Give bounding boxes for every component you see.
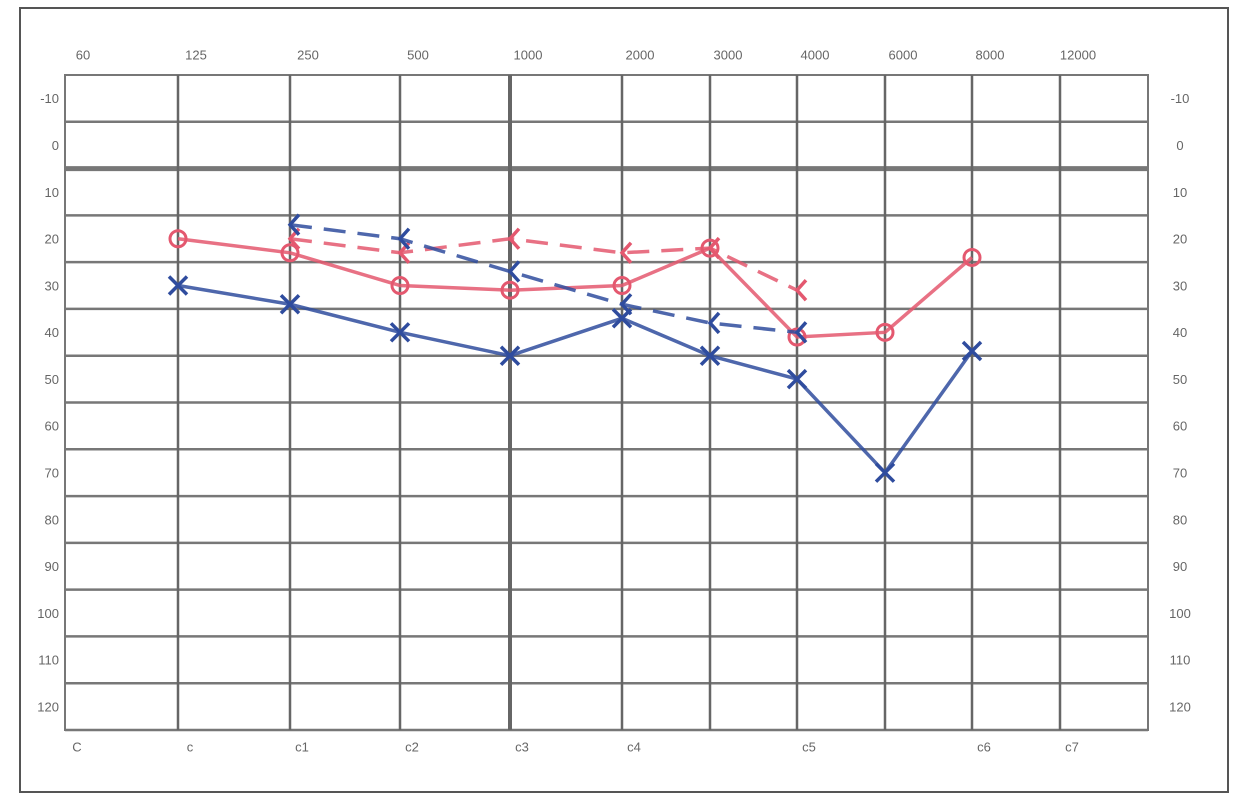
marker (500, 280, 520, 300)
y-tick-label: 50 (45, 372, 59, 387)
x-bottom-label: c4 (627, 739, 641, 754)
series-line (289, 222, 798, 335)
y2-tick-label: 70 (1173, 466, 1187, 481)
y2-tick-label: 120 (1169, 699, 1191, 714)
x-tick-label: 6000 (889, 47, 918, 62)
marker (168, 229, 188, 249)
x-tick-label: 500 (407, 47, 429, 62)
y2-tick-label: 100 (1169, 606, 1191, 621)
x-bottom-label: c2 (405, 739, 419, 754)
marker (619, 293, 633, 316)
marker (699, 345, 721, 366)
marker (287, 213, 301, 236)
marker (499, 345, 521, 366)
marker (794, 321, 808, 344)
marker (962, 247, 982, 267)
x-bottom-label: c7 (1065, 739, 1079, 754)
marker (874, 462, 896, 483)
x-bottom-label: c5 (802, 739, 816, 754)
x-tick-label: 1000 (514, 47, 543, 62)
x-tick-label: 60 (76, 47, 90, 62)
x-tick-label: 4000 (801, 47, 830, 62)
marker (507, 227, 521, 250)
y-tick-label: 110 (38, 653, 59, 668)
marker (507, 260, 521, 283)
marker (794, 279, 808, 302)
y-tick-label: 80 (45, 512, 59, 527)
marker (786, 368, 808, 390)
y2-tick-label: -10 (1171, 91, 1190, 106)
y2-tick-label: 80 (1173, 512, 1187, 527)
marker (961, 340, 983, 362)
x-tick-label: 250 (297, 47, 319, 62)
marker (707, 236, 721, 260)
y-tick-label: 30 (45, 278, 59, 293)
marker (612, 276, 632, 296)
marker (787, 327, 807, 347)
y-tick-label: 10 (45, 185, 59, 200)
y2-tick-label: 90 (1173, 559, 1187, 574)
frame (19, 7, 1229, 793)
marker (390, 276, 410, 296)
y2-tick-label: 60 (1173, 419, 1187, 434)
series-line (177, 237, 974, 339)
y-tick-label: 120 (37, 699, 59, 714)
y2-tick-label: 10 (1173, 185, 1187, 200)
x-bottom-label: C (72, 739, 81, 754)
y-tick-label: 0 (52, 138, 59, 153)
x-tick-label: 12000 (1060, 47, 1096, 62)
y2-tick-label: 50 (1173, 372, 1187, 387)
y2-tick-label: 30 (1173, 278, 1187, 293)
y-tick-label: 90 (45, 559, 59, 574)
marker (397, 227, 411, 250)
marker (167, 275, 189, 296)
marker (279, 294, 301, 315)
x-bottom-label: c6 (977, 739, 991, 754)
x-bottom-label: c (187, 739, 194, 754)
x-tick-label: 2000 (626, 47, 655, 62)
y-tick-label: 100 (37, 606, 59, 621)
marker (875, 322, 895, 342)
series-line (289, 236, 798, 292)
y2-tick-label: 20 (1173, 232, 1187, 247)
marker (707, 311, 721, 335)
x-tick-label: 125 (185, 47, 207, 62)
y-tick-label: 40 (45, 325, 59, 340)
y-tick-label: 70 (45, 466, 59, 481)
marker (280, 243, 300, 263)
x-tick-label: 8000 (976, 47, 1005, 62)
y-tick-label: 60 (45, 419, 59, 434)
marker (619, 241, 633, 264)
y2-tick-label: 110 (1170, 653, 1191, 668)
y2-tick-label: 0 (1176, 138, 1183, 153)
x-bottom-label: c3 (515, 739, 529, 754)
y-tick-label: -10 (40, 91, 59, 106)
x-bottom-label: c1 (295, 739, 309, 754)
marker (389, 322, 411, 343)
y2-tick-label: 40 (1173, 325, 1187, 340)
x-tick-label: 3000 (714, 47, 743, 62)
y-tick-label: 20 (45, 232, 59, 247)
